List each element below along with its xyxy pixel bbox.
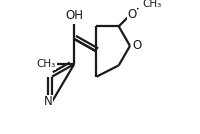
- Text: O: O: [132, 39, 142, 52]
- Text: OH: OH: [65, 9, 83, 22]
- Text: CH₃: CH₃: [37, 59, 56, 69]
- Text: N: N: [44, 95, 53, 108]
- Text: O: O: [127, 8, 137, 21]
- Text: CH₃: CH₃: [143, 0, 162, 9]
